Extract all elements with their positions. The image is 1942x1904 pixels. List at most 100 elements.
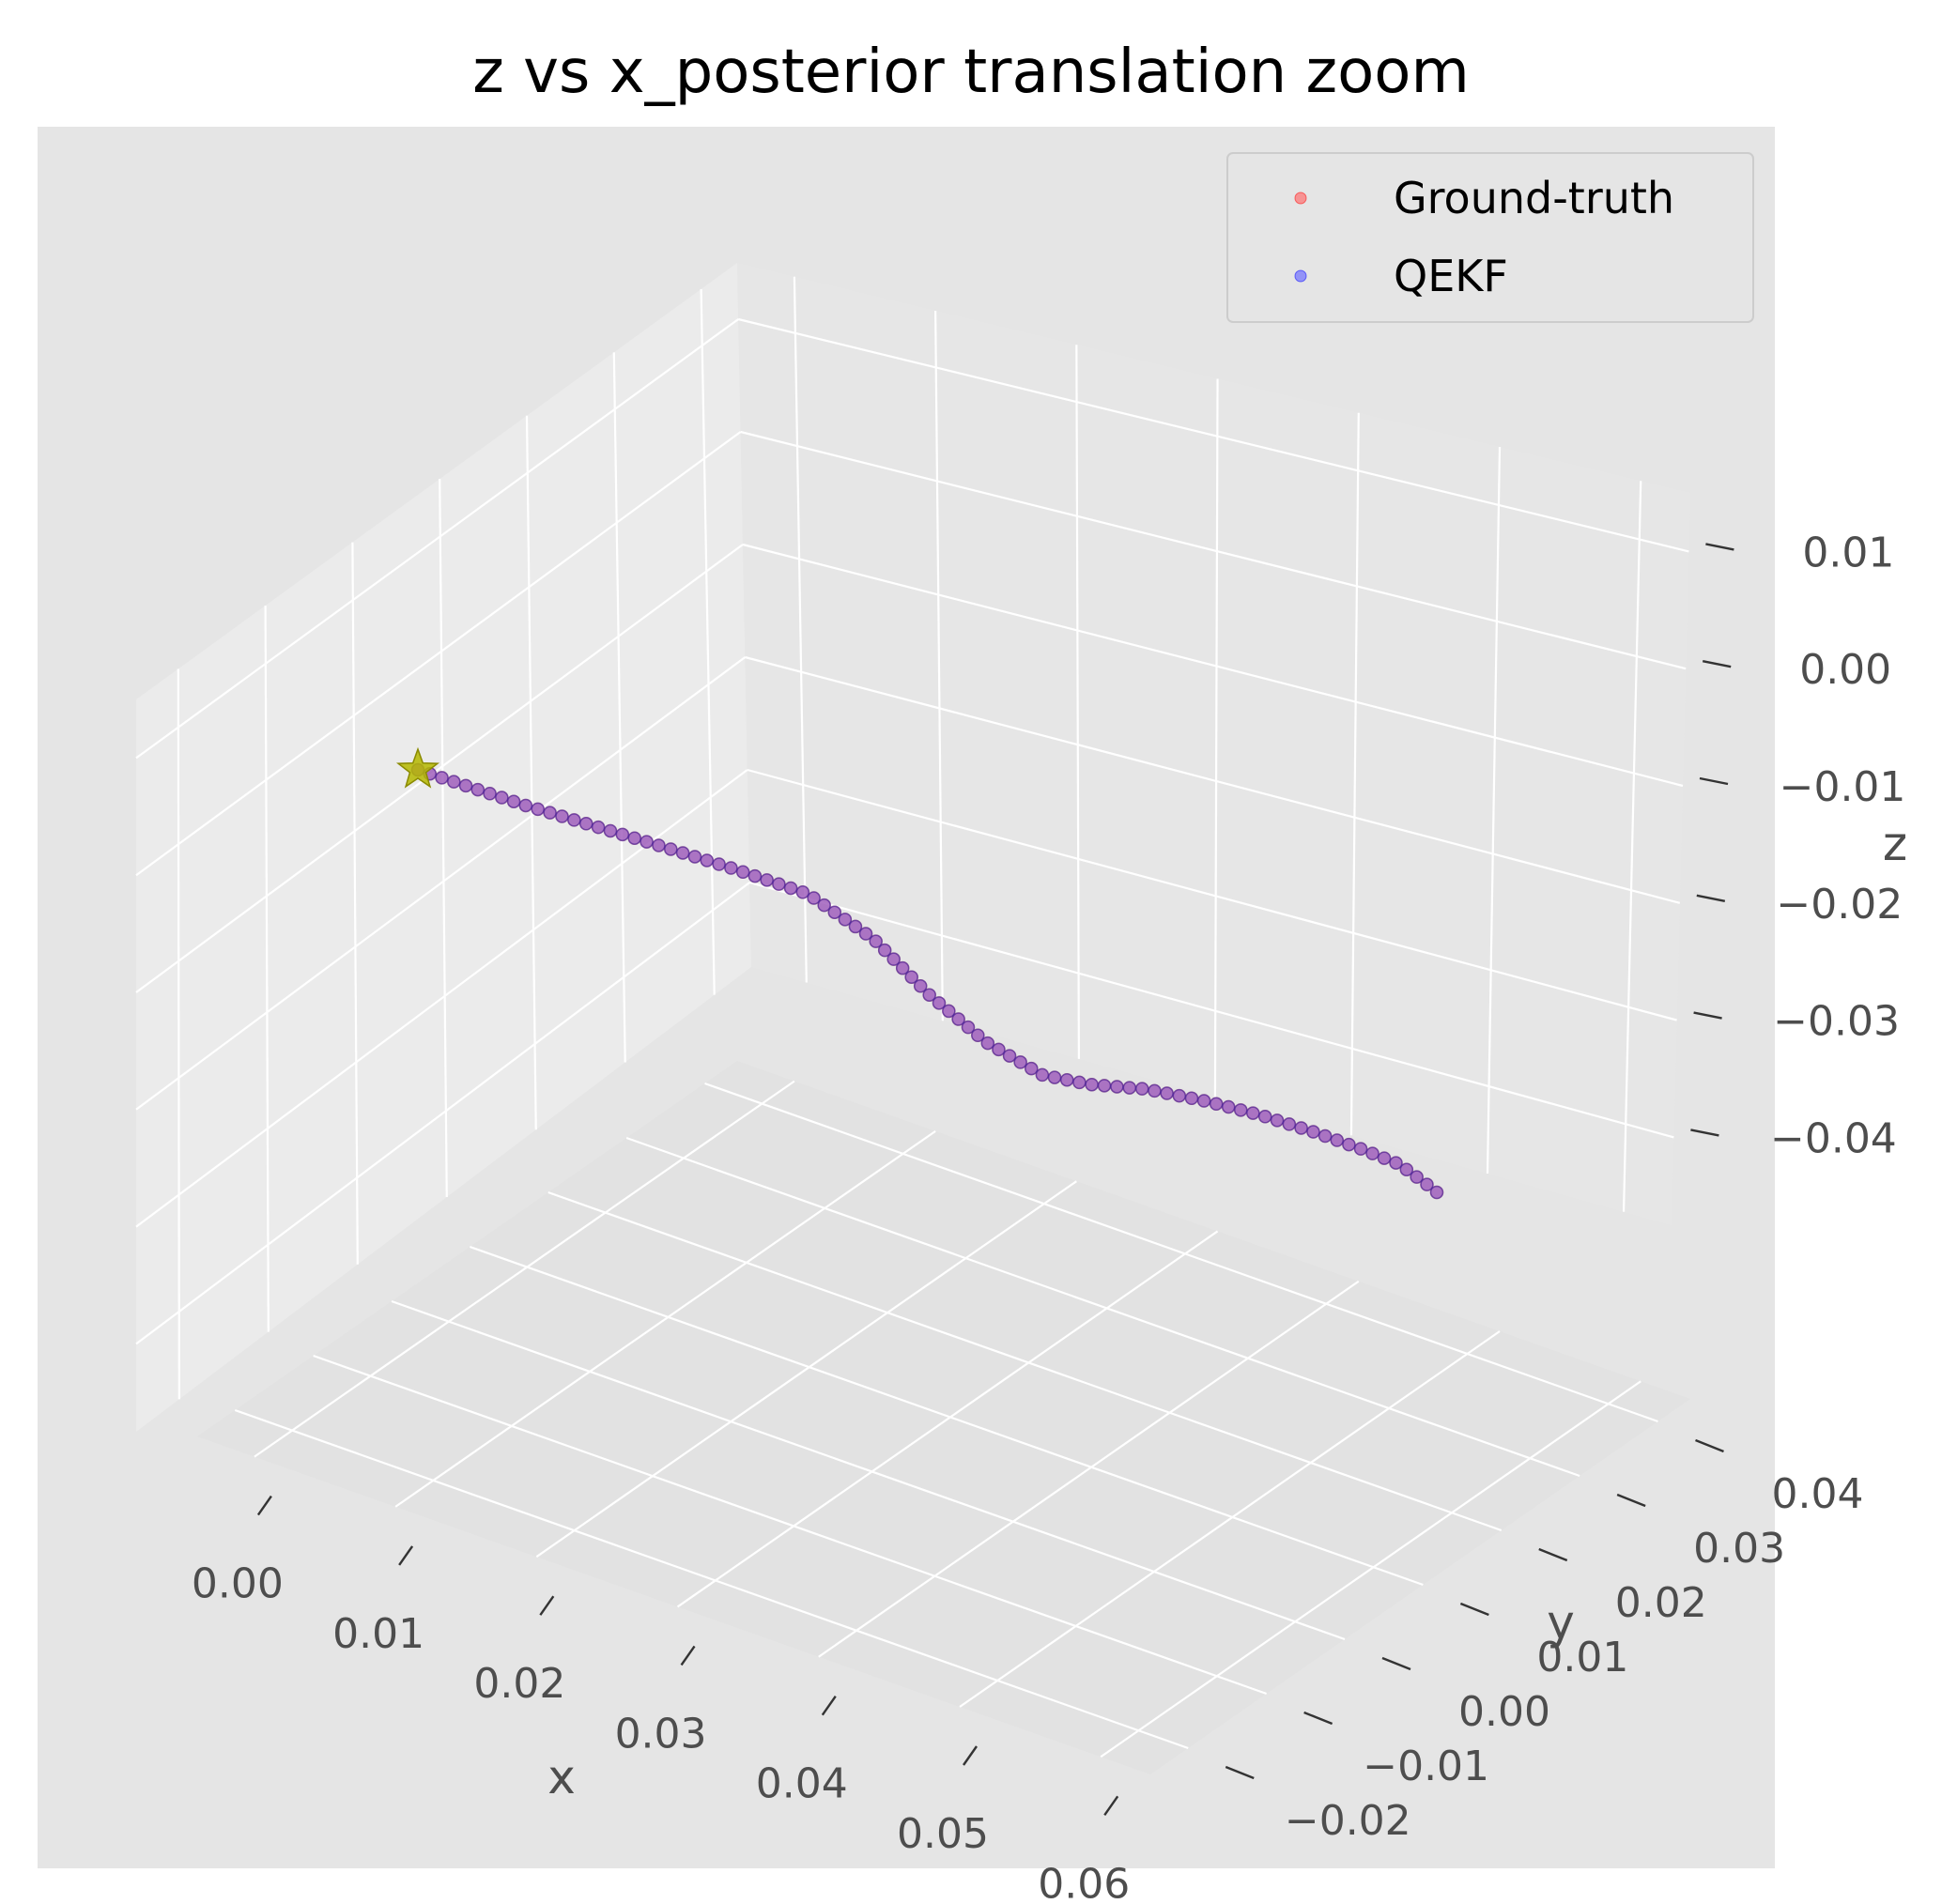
- qekf-point: [1196, 1094, 1211, 1108]
- qekf-point: [1122, 1081, 1137, 1095]
- qekf-point: [567, 813, 581, 827]
- leftwall-gridline-y: [439, 479, 448, 1198]
- x-tick-label: 0.05: [897, 1810, 989, 1858]
- qekf-point: [1085, 1077, 1099, 1092]
- qekf-point: [518, 798, 533, 813]
- z-tick-label: −0.02: [1776, 881, 1903, 929]
- backwall-gridline-z: [737, 317, 1689, 553]
- z-tick-label: 0.00: [1799, 646, 1891, 694]
- qekf-point: [640, 835, 654, 849]
- floor-gridline-y: [625, 1136, 1580, 1478]
- tick-labels: 0.00 0.01 0.02 0.03 0.04 0.05 0.06 −0.02 −0.01 0.…: [192, 529, 1906, 1904]
- start-star-marker: [395, 746, 440, 789]
- backwall-gridline-x: [1213, 378, 1219, 1098]
- qekf-point: [1221, 1099, 1236, 1114]
- leftwall-gridline-y: [525, 415, 537, 1130]
- backwall-gridline-x: [934, 310, 944, 1021]
- chart-title: z vs x_posterior translation zoom: [472, 38, 1470, 107]
- qekf-point: [1172, 1088, 1187, 1103]
- y-tick-label: 0.02: [1615, 1579, 1707, 1627]
- x-tick-label: 0.02: [473, 1660, 565, 1708]
- x-tick-label: 0.03: [615, 1710, 707, 1758]
- qekf-point: [1184, 1091, 1199, 1106]
- qekf-point: [1110, 1080, 1124, 1094]
- qekf-point: [1209, 1097, 1224, 1112]
- qekf-point: [961, 1020, 976, 1035]
- floor-gridline-x: [1100, 1380, 1641, 1758]
- qekf-point: [942, 1004, 956, 1019]
- qekf-point: [1148, 1083, 1162, 1098]
- qekf-point: [1160, 1086, 1174, 1100]
- floor-gridline-x: [676, 1230, 1219, 1608]
- x-tick-label: 0.00: [192, 1560, 284, 1608]
- x-tick-mark: [680, 1645, 696, 1666]
- leftwall-gridline-z: [135, 656, 747, 1111]
- qekf-point: [951, 1012, 965, 1026]
- z-tick-mark: [1705, 543, 1734, 551]
- qekf-point: [1270, 1113, 1285, 1128]
- qekf-point: [664, 842, 678, 856]
- z-tick-label: −0.04: [1770, 1114, 1897, 1162]
- qekf-point: [1282, 1117, 1297, 1131]
- qekf-point: [675, 846, 690, 860]
- leftwall-gridline-z: [135, 544, 744, 993]
- floor-gridline-y: [704, 1082, 1658, 1423]
- qekf-point: [1246, 1106, 1260, 1120]
- qekf-point: [712, 857, 726, 871]
- floor-gridline-y: [313, 1354, 1267, 1696]
- qekf-point: [886, 952, 901, 966]
- back-wall-pane: [737, 263, 1690, 1225]
- qekf-point: [827, 905, 842, 919]
- leftwall-gridline-z: [135, 318, 739, 760]
- qekf-point: [1047, 1070, 1062, 1084]
- qekf-point: [1134, 1082, 1149, 1096]
- z-tick-mark: [1693, 1011, 1722, 1020]
- qekf-point: [1306, 1125, 1320, 1139]
- z-tick-label: −0.01: [1780, 763, 1906, 811]
- x-tick-mark: [539, 1595, 555, 1616]
- qekf-point: [1420, 1177, 1434, 1191]
- qekf-point: [1257, 1110, 1272, 1124]
- floor-gridline-y: [547, 1190, 1503, 1532]
- x-tick-mark: [398, 1545, 414, 1566]
- y-tick-label: −0.02: [1285, 1797, 1411, 1845]
- qekf-point: [1365, 1146, 1379, 1160]
- legend-label-ground-truth: Ground-truth: [1394, 173, 1674, 223]
- qekf-point: [1318, 1129, 1333, 1144]
- leftwall-gridline-z: [135, 431, 742, 877]
- qekf-point: [1353, 1142, 1368, 1156]
- qekf-point: [447, 775, 461, 789]
- leftwall-gridline-y: [700, 288, 716, 995]
- qekf-point: [1035, 1067, 1050, 1083]
- backwall-gridline-x: [1622, 481, 1642, 1212]
- qekf-point: [1002, 1049, 1017, 1063]
- x-axis-label: x: [547, 1750, 576, 1804]
- qekf-point: [783, 881, 798, 896]
- leftwall-gridline-y: [351, 542, 359, 1265]
- leftwall-gridline-y: [264, 606, 270, 1332]
- backwall-gridline-x: [1486, 446, 1502, 1175]
- qekf-point: [627, 831, 641, 845]
- floor-gridline-x: [818, 1280, 1360, 1658]
- y-tick-label: −0.01: [1363, 1743, 1489, 1790]
- qekf-point: [992, 1042, 1006, 1057]
- qekf-point: [458, 778, 473, 793]
- qekf-point: [1294, 1121, 1308, 1135]
- leftwall-gridline-y: [612, 352, 626, 1063]
- y-tick-mark: [1616, 1493, 1646, 1508]
- floor-gridline-x: [394, 1129, 936, 1508]
- x-tick-mark: [256, 1495, 272, 1516]
- qekf-point: [795, 885, 810, 899]
- x-tick-label: 0.06: [1038, 1860, 1130, 1904]
- qekf-point: [1342, 1137, 1356, 1152]
- leftwall-gridline-z: [135, 882, 750, 1345]
- floor-gridline-y: [470, 1245, 1424, 1587]
- qekf-point: [772, 877, 786, 891]
- y-tick-mark: [1538, 1547, 1568, 1562]
- qekf-point: [1399, 1162, 1414, 1176]
- qekf-point: [506, 794, 521, 808]
- qekf-point: [1025, 1061, 1039, 1076]
- qekf-point: [858, 927, 873, 941]
- qekf-point: [904, 970, 918, 984]
